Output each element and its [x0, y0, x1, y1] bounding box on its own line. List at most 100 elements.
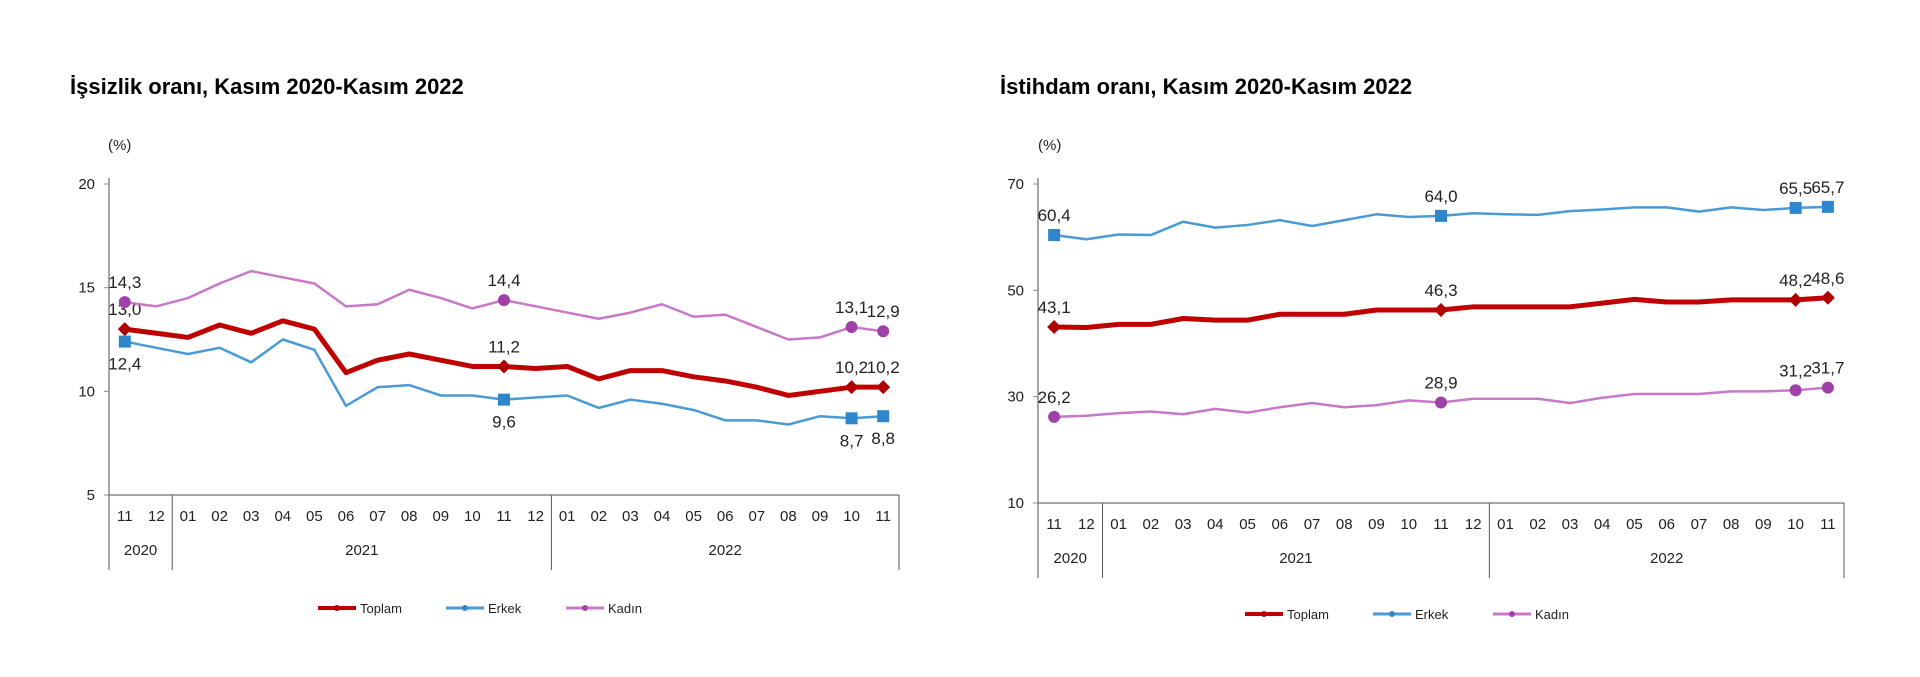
data-point-marker	[1434, 303, 1448, 318]
data-label: 48,6	[1811, 269, 1844, 288]
year-label: 2021	[1279, 550, 1312, 567]
data-point-marker	[1788, 292, 1803, 307]
legend-item-erkek: Erkek	[446, 601, 522, 616]
year-label: 2022	[709, 542, 742, 559]
data-point-marker	[117, 322, 132, 337]
x-tick-label: 10	[1400, 516, 1417, 533]
legend-marker	[1509, 611, 1515, 617]
data-label: 13,1	[835, 298, 868, 317]
data-label: 8,8	[871, 429, 895, 448]
x-tick-label: 11	[875, 508, 891, 525]
data-point-marker	[845, 321, 858, 334]
legend-label: Erkek	[1415, 607, 1449, 622]
x-tick-label: 05	[685, 508, 702, 525]
data-point-marker	[876, 380, 891, 395]
data-label: 10,2	[867, 358, 900, 377]
legend-item-kadın: Kadın	[566, 601, 642, 616]
data-point-marker	[1820, 290, 1835, 305]
data-label: 10,2	[835, 358, 868, 377]
data-label: 48,2	[1779, 271, 1812, 290]
data-point-marker	[844, 380, 859, 395]
data-label: 8,7	[840, 431, 864, 450]
data-point-marker	[1047, 320, 1062, 335]
data-point-marker	[1435, 396, 1447, 409]
x-tick-label: 01	[1110, 516, 1127, 533]
x-tick-label: 04	[1207, 516, 1224, 533]
data-point-marker	[845, 412, 858, 425]
data-point-marker	[877, 410, 890, 423]
x-tick-label: 05	[306, 508, 323, 525]
x-tick-label: 11	[117, 508, 133, 525]
y-axis-unit-label: (%)	[108, 137, 131, 154]
year-label: 2020	[124, 542, 157, 559]
x-tick-label: 03	[243, 508, 260, 525]
x-tick-label: 09	[1368, 516, 1385, 533]
legend-marker	[582, 605, 588, 611]
x-tick-label: 02	[590, 508, 607, 525]
x-tick-label: 06	[338, 508, 355, 525]
x-tick-label: 06	[717, 508, 734, 525]
x-tick-label: 02	[1529, 516, 1546, 533]
legend-label: Erkek	[488, 601, 522, 616]
data-label: 64,0	[1424, 187, 1457, 206]
data-point-marker	[498, 393, 510, 406]
x-tick-label: 12	[1465, 516, 1482, 533]
x-tick-label: 05	[1239, 516, 1256, 533]
x-tick-label: 03	[622, 508, 639, 525]
legend-label: Toplam	[360, 601, 402, 616]
x-tick-label: 09	[432, 508, 449, 525]
data-label: 9,6	[492, 413, 516, 432]
x-tick-label: 12	[527, 508, 544, 525]
y-tick-label: 5	[87, 487, 95, 504]
data-point-marker	[1821, 381, 1834, 394]
chart-title: İstihdam oranı, Kasım 2020-Kasım 2022	[1000, 74, 1412, 99]
x-tick-label: 03	[1562, 516, 1579, 533]
legend-label: Kadın	[1535, 607, 1569, 622]
y-axis-unit-label: (%)	[1038, 137, 1061, 154]
data-label: 12,9	[867, 302, 900, 321]
x-tick-label: 07	[1691, 516, 1708, 533]
x-tick-label: 06	[1271, 516, 1288, 533]
legend-marker	[1261, 611, 1267, 617]
x-tick-label: 03	[1175, 516, 1192, 533]
data-label: 60,4	[1038, 206, 1071, 225]
x-tick-label: 01	[1497, 516, 1514, 533]
year-label: 2022	[1650, 550, 1683, 567]
y-tick-label: 30	[1007, 389, 1024, 406]
x-tick-label: 07	[1304, 516, 1321, 533]
data-point-marker	[877, 325, 890, 338]
x-tick-label: 09	[812, 508, 829, 525]
x-tick-label: 10	[1787, 516, 1804, 533]
y-tick-label: 15	[78, 280, 95, 297]
x-tick-label: 09	[1755, 516, 1772, 533]
y-tick-label: 70	[1007, 176, 1024, 193]
legend-marker	[334, 605, 340, 611]
x-tick-label: 05	[1626, 516, 1643, 533]
x-tick-label: 11	[1820, 516, 1836, 533]
x-tick-label: 10	[843, 508, 860, 525]
x-tick-label: 12	[148, 508, 165, 525]
x-tick-label: 11	[1433, 516, 1449, 533]
y-tick-label: 10	[1007, 495, 1024, 512]
data-label: 31,7	[1811, 359, 1844, 378]
legend-marker	[1389, 611, 1395, 617]
legend-label: Toplam	[1287, 607, 1329, 622]
data-label: 43,1	[1038, 298, 1071, 317]
data-point-marker	[1435, 209, 1447, 222]
x-tick-label: 01	[559, 508, 576, 525]
data-point-marker	[497, 359, 511, 374]
legend-item-toplam: Toplam	[1245, 607, 1329, 622]
data-point-marker	[118, 335, 131, 348]
data-label: 65,5	[1779, 179, 1812, 198]
x-tick-label: 08	[780, 508, 797, 525]
data-label: 28,9	[1424, 374, 1457, 393]
x-tick-label: 04	[654, 508, 671, 525]
data-point-marker	[1789, 384, 1802, 397]
data-label: 11,2	[488, 337, 520, 356]
chart-title: İşsizlik oranı, Kasım 2020-Kasım 2022	[70, 74, 464, 99]
data-label: 31,2	[1779, 361, 1812, 380]
x-tick-label: 04	[1594, 516, 1611, 533]
legend-label: Kadın	[608, 601, 642, 616]
legend-marker	[462, 605, 468, 611]
